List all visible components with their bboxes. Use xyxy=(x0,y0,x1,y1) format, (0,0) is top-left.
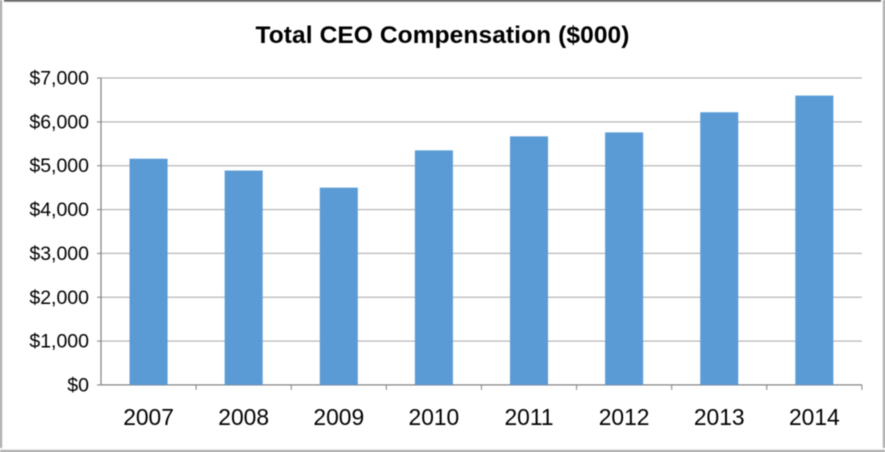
svg-text:$3,000: $3,000 xyxy=(29,243,89,265)
svg-text:2014: 2014 xyxy=(789,404,840,430)
svg-text:$0: $0 xyxy=(67,374,89,396)
svg-text:$4,000: $4,000 xyxy=(29,199,89,221)
svg-text:2011: 2011 xyxy=(504,404,553,430)
svg-text:$1,000: $1,000 xyxy=(29,331,89,353)
svg-text:2008: 2008 xyxy=(218,404,269,430)
svg-text:2007: 2007 xyxy=(123,404,174,430)
svg-text:$2,000: $2,000 xyxy=(29,287,89,309)
svg-text:2012: 2012 xyxy=(599,404,650,430)
svg-text:2013: 2013 xyxy=(694,404,745,430)
svg-text:2009: 2009 xyxy=(313,404,364,430)
svg-text:$7,000: $7,000 xyxy=(29,68,89,90)
svg-text:2010: 2010 xyxy=(409,404,460,430)
svg-text:$5,000: $5,000 xyxy=(29,155,89,177)
svg-text:$6,000: $6,000 xyxy=(29,111,89,133)
